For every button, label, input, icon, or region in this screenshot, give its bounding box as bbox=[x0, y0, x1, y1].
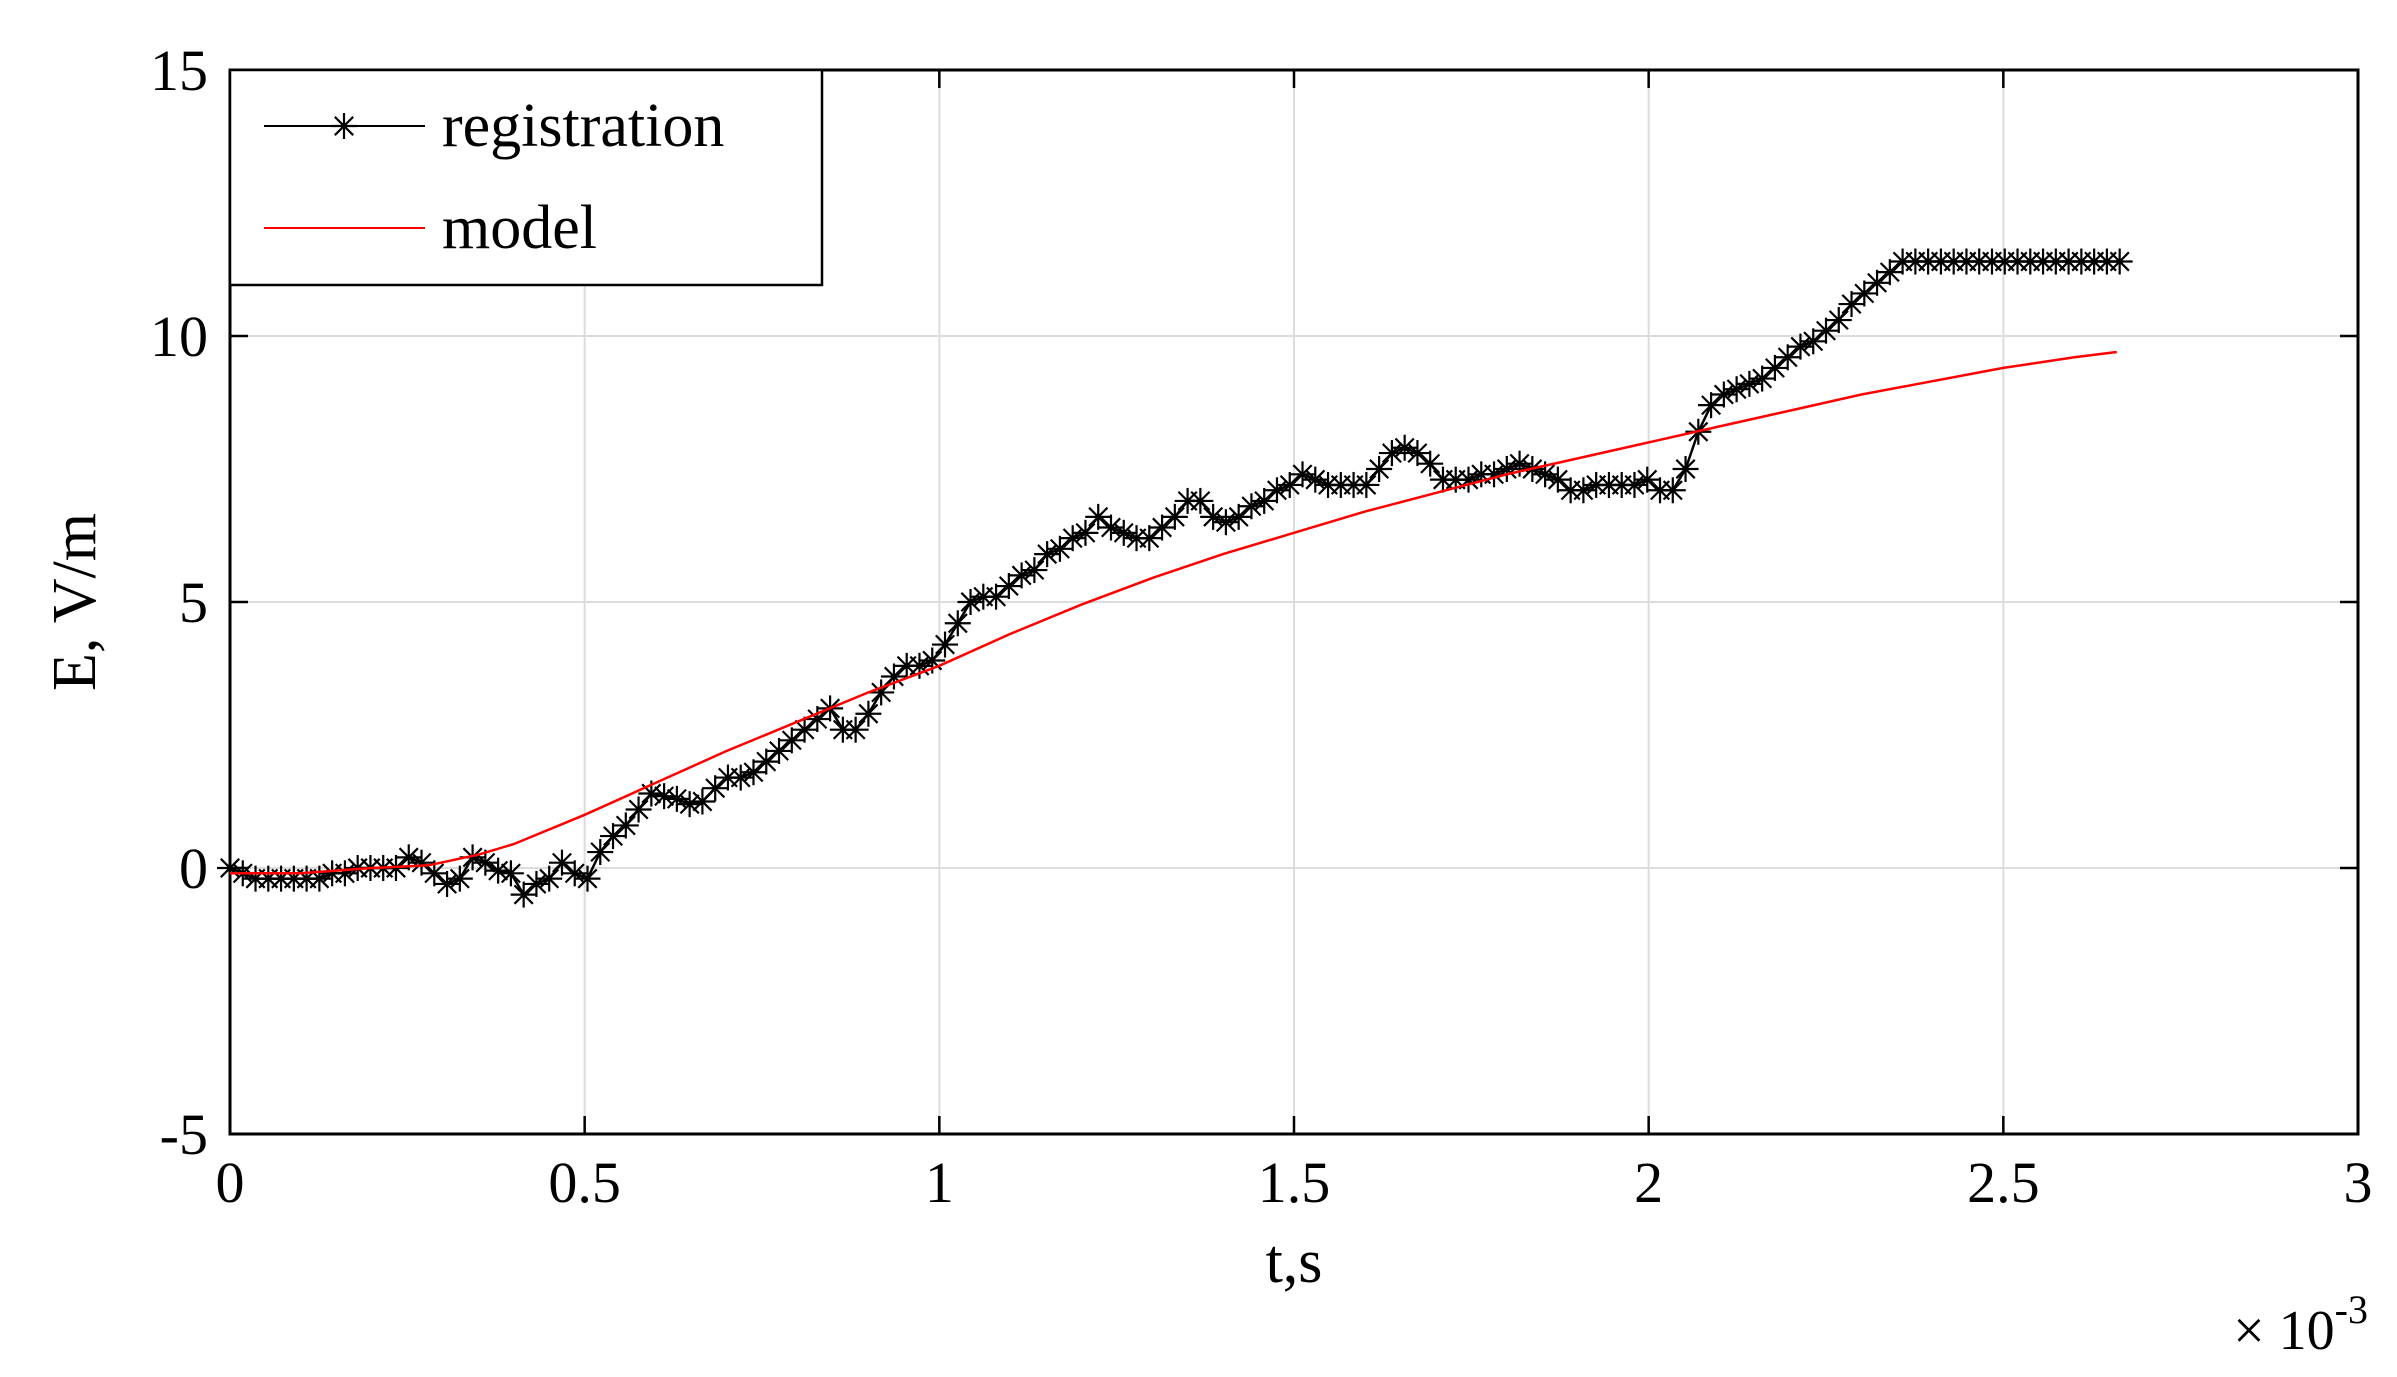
data-point-registration bbox=[1046, 535, 1073, 562]
data-point-registration bbox=[983, 583, 1010, 610]
data-point-registration bbox=[1161, 503, 1188, 530]
data-point-registration bbox=[753, 748, 780, 775]
data-point-registration bbox=[1672, 456, 1699, 482]
data-point-registration bbox=[1876, 259, 1903, 286]
y-tick-label: 10 bbox=[150, 304, 208, 369]
data-point-registration bbox=[600, 823, 627, 850]
legend-box bbox=[228, 68, 824, 287]
x-tick-label: 0 bbox=[216, 1150, 245, 1215]
data-point-registration bbox=[932, 631, 959, 658]
y-tick-label: 15 bbox=[150, 38, 208, 103]
legend-marker-registration bbox=[331, 113, 357, 139]
x-tick-label: 2.5 bbox=[1967, 1150, 2040, 1215]
y-tick-label: -5 bbox=[160, 1102, 208, 1167]
data-point-registration bbox=[1187, 487, 1214, 514]
data-point-registration bbox=[1417, 450, 1444, 477]
data-point-registration bbox=[625, 796, 652, 823]
legend-asterisk-icon bbox=[331, 113, 357, 139]
data-point-registration bbox=[1774, 344, 1801, 371]
x-axis-multiplier-exponent: -3 bbox=[2335, 1287, 2368, 1332]
data-point-registration bbox=[612, 812, 639, 839]
data-point-registration bbox=[1366, 456, 1393, 482]
data-point-registration bbox=[1353, 471, 1380, 498]
data-point-registration bbox=[1800, 328, 1827, 355]
data-point-registration bbox=[995, 573, 1022, 600]
data-point-registration bbox=[842, 716, 869, 743]
data-point-registration bbox=[778, 727, 805, 754]
data-point-registration bbox=[1072, 519, 1099, 546]
data-point-registration bbox=[702, 775, 729, 802]
data-point-registration bbox=[497, 860, 524, 887]
legend-label-model: model bbox=[442, 194, 597, 262]
data-point-registration bbox=[574, 865, 601, 892]
data-point-registration bbox=[1085, 503, 1112, 530]
data-point-registration bbox=[766, 737, 793, 764]
data-point-registration bbox=[1698, 392, 1725, 419]
data-point-registration bbox=[536, 865, 563, 892]
x-axis-multiplier: × 10-3 bbox=[2233, 1287, 2368, 1362]
x-axis-multiplier-base: × 10 bbox=[2233, 1300, 2335, 1362]
data-point-registration bbox=[1634, 466, 1661, 493]
x-tick-label: 2 bbox=[1634, 1150, 1663, 1215]
data-point-registration bbox=[587, 839, 614, 866]
legend: registration model bbox=[228, 68, 824, 287]
data-point-registration bbox=[1544, 466, 1571, 493]
y-tick-label: 0 bbox=[179, 836, 208, 901]
x-axis-label: t,s bbox=[1266, 1228, 1323, 1296]
data-point-registration bbox=[2106, 248, 2133, 275]
data-point-registration bbox=[510, 881, 537, 908]
x-tick-label: 3 bbox=[2344, 1150, 2373, 1215]
data-point-registration bbox=[855, 700, 882, 727]
data-point-registration bbox=[868, 679, 895, 706]
data-point-registration bbox=[1276, 471, 1303, 498]
data-point-registration bbox=[1225, 503, 1252, 530]
data-point-registration bbox=[1813, 317, 1839, 344]
y-axis-label: E, V/m bbox=[41, 513, 109, 691]
legend-label-registration: registration bbox=[442, 92, 724, 160]
data-point-registration bbox=[791, 716, 818, 743]
data-point-registration bbox=[804, 706, 831, 733]
data-point-registration bbox=[740, 759, 767, 786]
x-tick-label: 1 bbox=[925, 1150, 954, 1215]
data-point-registration bbox=[1825, 307, 1852, 334]
x-tick-label: 1.5 bbox=[1258, 1150, 1331, 1215]
data-point-registration bbox=[1761, 354, 1788, 381]
data-point-registration bbox=[1838, 291, 1865, 318]
y-tick-label: 5 bbox=[179, 570, 208, 635]
data-point-registration bbox=[446, 865, 473, 892]
data-point-registration bbox=[1570, 477, 1597, 504]
series-layer bbox=[217, 248, 2133, 908]
data-point-registration bbox=[1404, 440, 1431, 467]
data-point-registration bbox=[1851, 280, 1878, 307]
data-point-registration bbox=[1251, 487, 1278, 514]
series-line-model bbox=[230, 350, 2117, 875]
data-point-registration bbox=[944, 610, 971, 637]
data-point-registration bbox=[1149, 514, 1176, 541]
data-point-registration bbox=[548, 849, 575, 876]
data-point-registration bbox=[1021, 557, 1048, 584]
x-tick-label: 0.5 bbox=[548, 1150, 621, 1215]
data-point-registration bbox=[408, 849, 435, 876]
data-point-registration bbox=[880, 663, 907, 690]
data-point-registration bbox=[1136, 525, 1163, 552]
data-point-registration bbox=[1659, 477, 1686, 504]
data-point-registration bbox=[1864, 269, 1891, 296]
data-point-registration bbox=[1749, 365, 1776, 392]
